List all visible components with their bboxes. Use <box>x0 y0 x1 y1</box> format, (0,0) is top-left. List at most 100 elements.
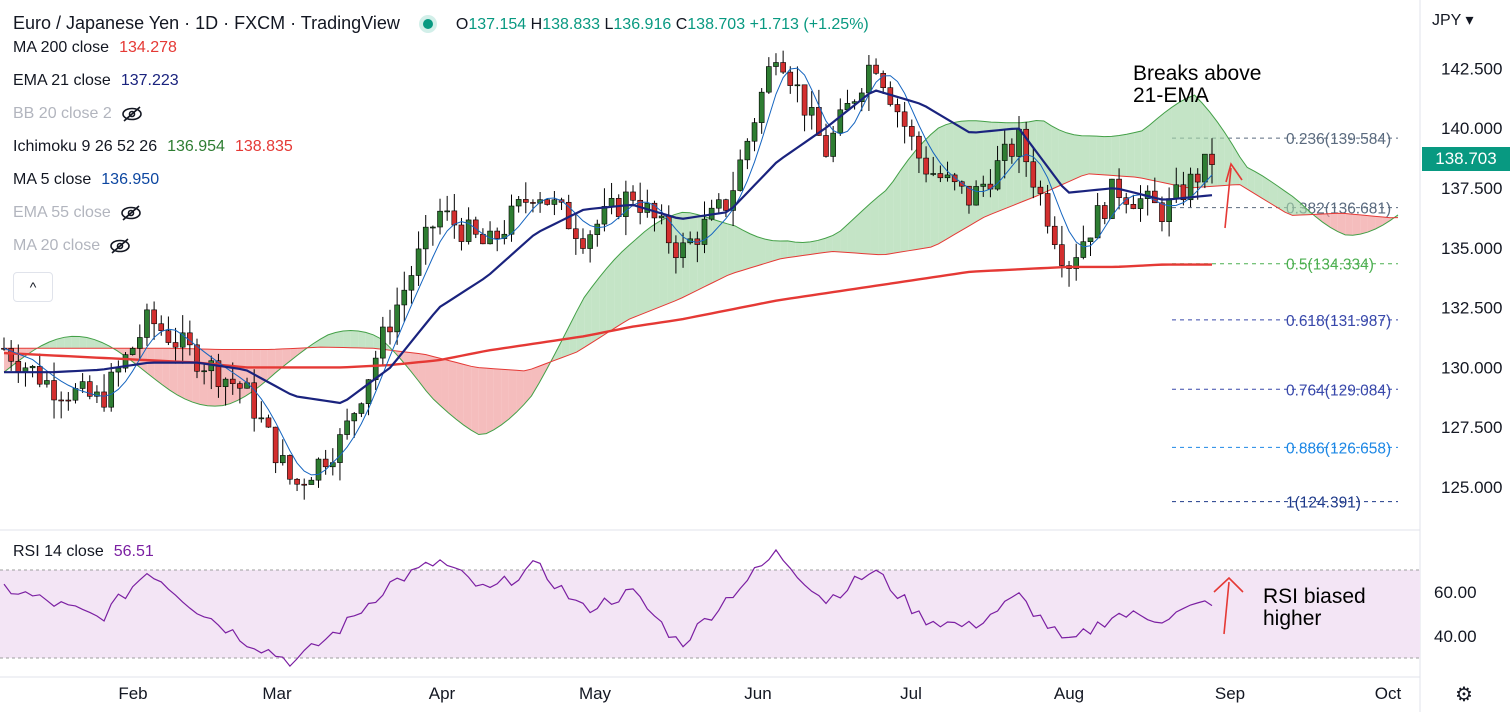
eye-hidden-icon[interactable] <box>119 205 143 221</box>
cloud-segment <box>1141 125 1150 180</box>
candle-body <box>279 455 286 464</box>
close-value: 138.703 <box>687 16 746 33</box>
cloud-segment <box>1300 202 1308 216</box>
cloud-segment <box>154 348 163 385</box>
candle-body <box>58 399 64 402</box>
ma5-line <box>3 67 1213 476</box>
indicator-row[interactable]: MA 5 close 136.950 <box>13 168 869 201</box>
candle-body <box>901 111 908 127</box>
cloud-segment <box>41 341 50 349</box>
candle-body <box>1159 202 1165 222</box>
indicator-row[interactable]: MA 20 close <box>13 234 869 267</box>
price-tick-label: 137.500 <box>1441 179 1502 198</box>
indicator-list: MA 200 close 134.278 EMA 21 close 137.223 BB… <box>13 36 869 267</box>
cloud-segment <box>817 238 826 254</box>
candle-body <box>673 242 679 259</box>
time-tick-label: Sep <box>1215 684 1245 703</box>
rsi-annotation-line-2: higher <box>1263 607 1322 630</box>
candle-body <box>158 323 165 332</box>
cloud-segment <box>1134 130 1142 179</box>
cloud-segment <box>614 251 622 329</box>
fib-level-label: 0.886(126.658) <box>1286 440 1391 457</box>
candle-body <box>251 382 257 419</box>
gear-icon[interactable]: ⚙ <box>1455 684 1473 706</box>
cloud-segment <box>312 339 321 348</box>
candle-body <box>15 360 22 372</box>
legend-title-row: Euro / Japanese Yen · 1D · FXCM · Tradin… <box>13 10 869 36</box>
candle-body <box>1109 178 1115 219</box>
cloud-segment <box>1164 107 1172 185</box>
cloud-segment <box>636 231 645 317</box>
candle-body <box>730 190 736 211</box>
candle-body <box>787 71 794 86</box>
candle-body <box>587 234 593 249</box>
cloud-segment <box>230 349 238 404</box>
candle-body <box>530 202 536 204</box>
candle-body <box>222 378 229 387</box>
rsi-value: 56.51 <box>113 543 154 560</box>
cloud-segment <box>358 330 366 349</box>
candle-body <box>973 186 979 206</box>
indicator-label: MA 5 close <box>13 171 92 188</box>
price-tick-label: 142.500 <box>1441 59 1502 78</box>
cloud-segment <box>471 366 479 435</box>
candle-body <box>1059 244 1065 266</box>
candle-body <box>101 391 107 408</box>
candle-body <box>294 478 300 485</box>
candle-body <box>1123 197 1130 205</box>
cloud-segment <box>335 331 344 348</box>
fib-level-label: 0.5(134.334) <box>1286 257 1374 274</box>
cloud-segment <box>410 352 419 381</box>
candle-body <box>823 135 829 157</box>
indicator-row[interactable]: MA 200 close 134.278 <box>13 36 869 69</box>
candle-body <box>1001 143 1008 161</box>
indicator-value: 136.954 <box>167 138 225 155</box>
cloud-segment <box>1209 111 1218 187</box>
cloud-segment <box>267 349 276 380</box>
collapse-legend-button[interactable]: ^ <box>13 272 53 302</box>
candle-body <box>458 224 465 242</box>
cloud-segment <box>222 349 231 406</box>
cloud-segment <box>878 190 886 255</box>
eye-hidden-icon[interactable] <box>120 106 144 122</box>
indicator-row[interactable]: EMA 55 close <box>13 201 869 234</box>
candle-body <box>494 230 501 239</box>
cloud-segment <box>1254 171 1263 199</box>
cloud-segment <box>64 336 72 349</box>
candle-body <box>837 109 844 134</box>
currency-selector[interactable]: JPY ▾ <box>1432 12 1474 29</box>
cloud-segment <box>983 121 992 218</box>
cloud-segment <box>456 362 464 426</box>
candle-body <box>358 403 365 414</box>
candle-body <box>79 381 86 389</box>
ichimoku-cloud <box>3 94 1399 436</box>
cloud-segment <box>682 212 690 298</box>
cloud-segment <box>117 348 125 356</box>
candle-body <box>408 275 415 291</box>
candle-body <box>1044 193 1051 227</box>
candle-body <box>122 354 129 369</box>
cloud-segment <box>508 369 517 420</box>
candle-body <box>816 107 822 136</box>
indicator-row[interactable]: BB 20 close 2 <box>13 102 869 135</box>
cloud-segment <box>810 240 818 255</box>
indicator-label: BB 20 close 2 <box>13 105 112 122</box>
indicator-row[interactable]: Ichimoku 9 26 52 26 136.954 138.835 <box>13 135 869 168</box>
candle-body <box>1087 237 1094 243</box>
rsi-annotation: RSI biased higher <box>1263 586 1366 630</box>
candle-body <box>1166 198 1172 222</box>
cloud-segment <box>561 326 570 358</box>
cloud-segment <box>719 221 728 280</box>
cloud-segment <box>870 196 879 255</box>
cloud-segment <box>765 239 773 264</box>
eye-hidden-icon[interactable] <box>108 238 132 254</box>
candle-body <box>94 391 100 397</box>
candle-body <box>29 366 36 369</box>
time-tick-label: Feb <box>118 684 147 703</box>
cloud-segment <box>621 245 630 324</box>
indicator-row[interactable]: EMA 21 close 137.223 <box>13 69 869 102</box>
candle-body <box>944 174 951 179</box>
cloud-segment <box>1104 136 1112 176</box>
cloud-segment <box>320 334 329 348</box>
